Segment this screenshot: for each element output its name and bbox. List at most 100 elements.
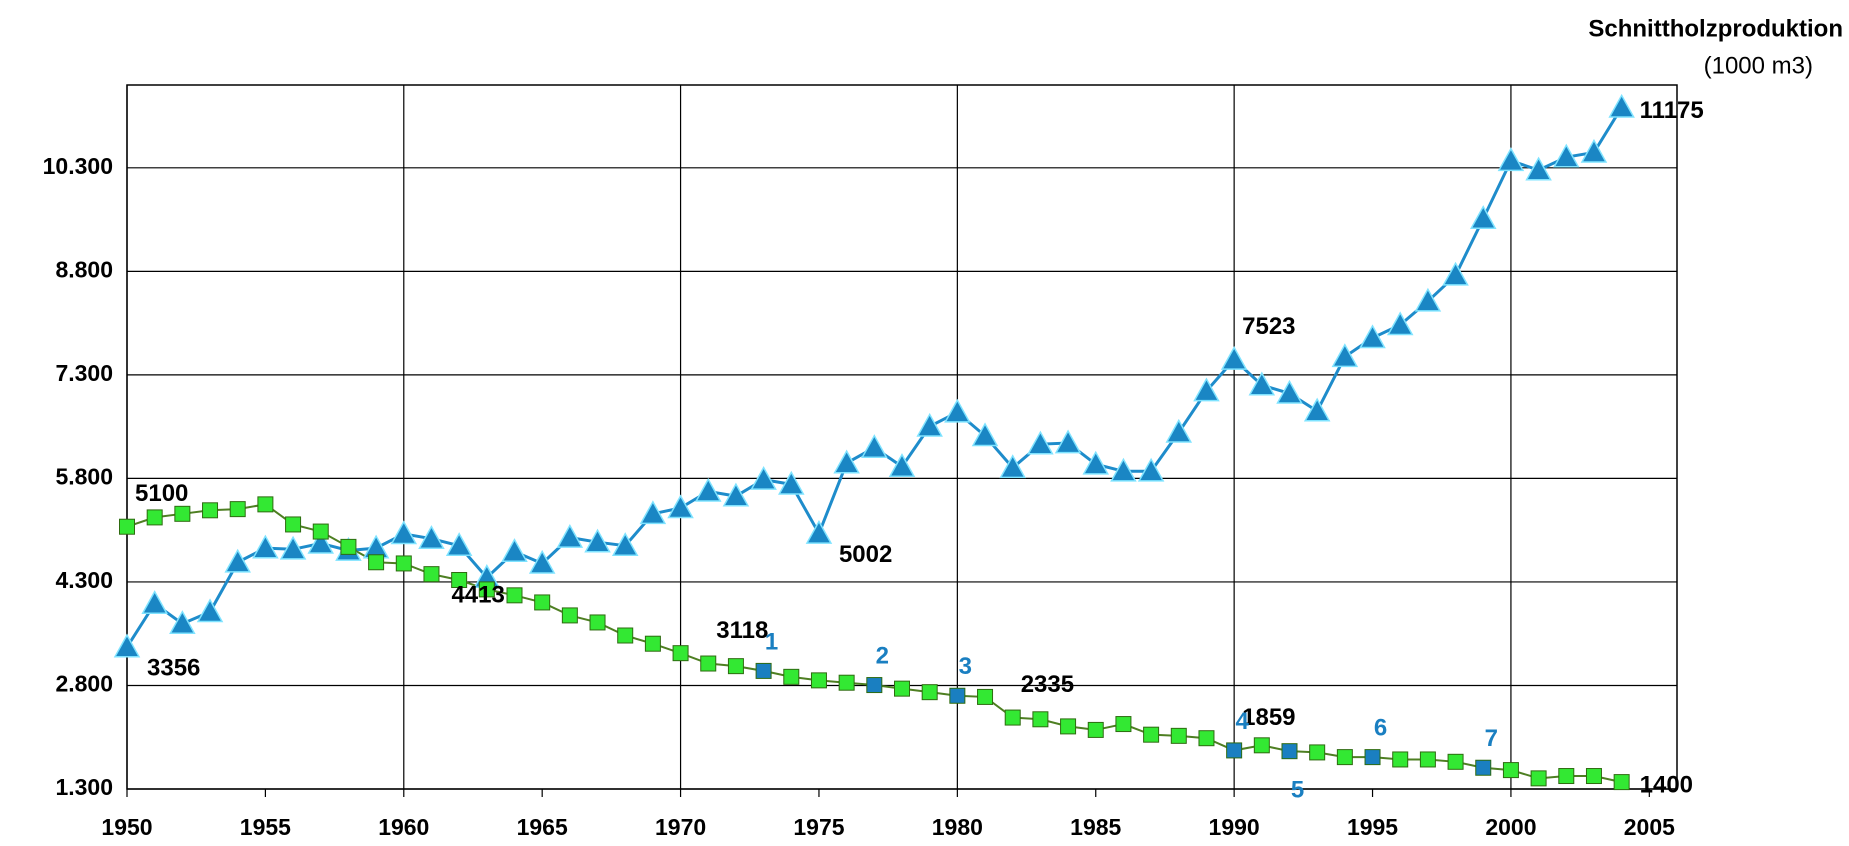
point — [307, 529, 335, 554]
point — [1613, 774, 1630, 791]
point — [1419, 751, 1436, 768]
x-tick-label: 1970 — [655, 814, 706, 840]
point — [1386, 311, 1414, 336]
point — [1336, 749, 1353, 766]
data-label: 3118 — [716, 617, 768, 644]
point — [1032, 711, 1049, 728]
y-tick-label: 7.300 — [55, 360, 113, 386]
point — [1442, 261, 1469, 286]
point — [783, 668, 800, 685]
point — [1004, 709, 1021, 726]
point — [279, 535, 307, 560]
annotation: 5 — [1291, 777, 1304, 804]
point — [1502, 762, 1519, 779]
point — [1585, 768, 1602, 785]
point — [1082, 450, 1110, 475]
point — [528, 549, 556, 574]
point — [838, 674, 855, 691]
point — [501, 538, 528, 562]
point — [534, 594, 551, 611]
point — [1530, 770, 1547, 787]
point — [1553, 143, 1580, 168]
point — [1364, 749, 1381, 766]
point — [999, 454, 1026, 479]
point — [285, 516, 302, 533]
point — [778, 470, 805, 495]
y-tick-label: 10.300 — [43, 153, 113, 179]
point — [750, 466, 777, 490]
point — [1137, 457, 1165, 482]
point — [700, 655, 717, 672]
point — [977, 688, 994, 705]
point — [1281, 743, 1298, 760]
point — [694, 477, 722, 502]
point — [1414, 287, 1442, 312]
point — [1525, 156, 1552, 181]
point — [1475, 759, 1492, 776]
annotation: 6 — [1374, 714, 1387, 741]
point — [146, 509, 163, 526]
point — [252, 534, 279, 559]
point — [561, 607, 578, 624]
point — [921, 684, 938, 701]
point — [202, 502, 219, 519]
x-tick-label: 1965 — [517, 814, 568, 840]
point — [395, 555, 412, 572]
point — [949, 687, 966, 704]
x-tick-label: 1955 — [240, 814, 291, 840]
y-tick-label: 1.300 — [55, 774, 113, 800]
y-tick-label: 4.300 — [55, 567, 113, 593]
point — [368, 554, 385, 571]
point — [611, 532, 639, 557]
point — [1054, 429, 1082, 454]
y-tick-label: 2.800 — [55, 671, 113, 697]
chart-subtitle: (1000 m3) — [1704, 52, 1813, 79]
point — [1469, 205, 1497, 229]
point — [916, 412, 943, 437]
x-tick-label: 1950 — [101, 814, 152, 840]
data-label: 3356 — [147, 654, 200, 681]
point — [639, 500, 667, 525]
point — [1253, 737, 1270, 754]
point — [1309, 744, 1326, 761]
point — [418, 525, 445, 550]
x-tick-label: 1985 — [1070, 814, 1121, 840]
point — [888, 453, 916, 477]
annotation: 2 — [876, 642, 889, 669]
point — [617, 627, 634, 644]
point — [805, 519, 833, 544]
point — [1359, 324, 1386, 349]
point — [944, 398, 971, 423]
point — [833, 449, 860, 474]
point — [1392, 751, 1409, 768]
point — [1226, 742, 1243, 759]
data-label: 2335 — [1021, 671, 1074, 698]
data-label: 5100 — [135, 480, 188, 507]
x-tick-label: 1980 — [932, 814, 983, 840]
point — [257, 496, 274, 513]
point — [506, 587, 523, 604]
point — [589, 614, 606, 631]
annotation: 7 — [1485, 725, 1498, 752]
point — [1060, 718, 1077, 735]
annotation: 3 — [959, 653, 972, 680]
data-label: 7523 — [1242, 313, 1295, 340]
point — [169, 610, 196, 635]
annotation: 1 — [765, 628, 778, 655]
point — [423, 566, 440, 583]
x-tick-label: 1995 — [1347, 814, 1398, 840]
point — [1170, 727, 1187, 744]
y-tick-label: 5.800 — [55, 463, 113, 489]
x-tick-label: 2005 — [1624, 814, 1675, 840]
point — [1276, 379, 1303, 404]
point — [866, 677, 883, 694]
point — [584, 528, 611, 553]
point — [971, 422, 999, 447]
point — [196, 598, 224, 623]
point — [1303, 397, 1331, 422]
point — [1115, 716, 1132, 733]
annotation: 4 — [1235, 708, 1249, 735]
point — [1497, 147, 1525, 172]
point — [1558, 768, 1575, 785]
